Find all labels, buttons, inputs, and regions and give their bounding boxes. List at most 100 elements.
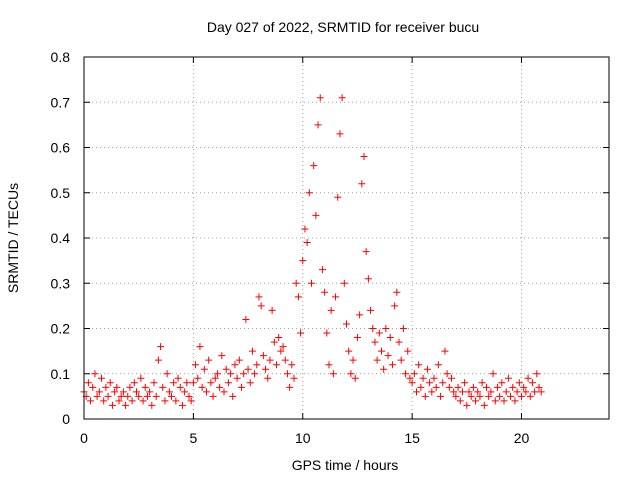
data-point — [185, 392, 193, 400]
y-tick-label: 0.5 — [51, 185, 71, 201]
data-point — [380, 365, 388, 373]
data-point — [115, 397, 123, 405]
data-point — [437, 392, 445, 400]
data-point — [200, 365, 208, 373]
data-point — [170, 379, 178, 387]
data-point — [117, 392, 125, 400]
data-point — [472, 397, 480, 405]
axis-ticks: 0 0.1 0.2 0.3 0.4 0.5 0.6 0.7 0.8 0 5 10 15 20 — [51, 49, 609, 446]
data-point — [434, 361, 442, 369]
data-point — [308, 279, 315, 287]
chart-title: Day 027 of 2022, SRMTID for receiver buc… — [207, 19, 479, 35]
data-point — [369, 325, 377, 332]
data-point — [150, 379, 158, 387]
x-tick-label: 20 — [514, 430, 530, 446]
data-point — [375, 329, 383, 337]
data-point — [480, 401, 488, 409]
data-point — [476, 392, 484, 400]
data-point — [415, 361, 423, 369]
data-point — [95, 388, 103, 396]
data-point — [148, 401, 156, 409]
data-point — [443, 370, 451, 378]
data-point — [528, 379, 536, 387]
data-point — [430, 374, 438, 382]
data-point — [535, 383, 543, 391]
data-point — [410, 370, 418, 378]
data-point — [367, 306, 375, 314]
data-point — [408, 379, 416, 387]
data-point — [406, 374, 414, 382]
data-point — [301, 225, 309, 233]
data-point — [294, 293, 302, 301]
data-point — [183, 379, 191, 387]
data-point — [292, 279, 300, 287]
data-point — [314, 121, 322, 129]
data-point — [211, 374, 219, 382]
data-point — [509, 383, 517, 391]
x-axis-label: GPS time / hours — [292, 457, 399, 473]
data-point — [213, 370, 221, 378]
data-point — [358, 180, 366, 188]
data-point — [487, 388, 495, 396]
data-point — [108, 401, 116, 409]
data-point — [187, 397, 195, 405]
data-point — [421, 392, 429, 400]
y-tick-label: 0.6 — [51, 140, 71, 156]
data-point — [393, 288, 401, 296]
data-point — [299, 257, 307, 265]
data-point — [224, 379, 232, 387]
data-point — [209, 392, 217, 400]
data-point — [373, 356, 381, 364]
data-point — [526, 392, 534, 400]
data-point — [255, 293, 263, 301]
data-point — [141, 383, 149, 391]
data-point — [378, 347, 385, 355]
data-point — [502, 388, 510, 396]
data-point — [207, 379, 215, 387]
data-point — [382, 325, 390, 332]
data-point — [439, 379, 447, 387]
data-point — [498, 379, 506, 387]
data-point — [220, 388, 228, 396]
data-point — [485, 392, 493, 400]
data-point — [318, 266, 326, 274]
data-point — [130, 379, 138, 387]
data-point — [242, 315, 250, 323]
x-tick-label: 15 — [404, 430, 420, 446]
data-point — [347, 370, 355, 378]
data-point — [518, 392, 525, 400]
data-point — [504, 374, 512, 382]
data-point — [135, 392, 143, 400]
data-point — [235, 356, 243, 364]
data-point — [102, 383, 110, 391]
data-point — [321, 288, 329, 296]
data-point — [356, 311, 364, 319]
y-tick-label: 0 — [62, 411, 70, 427]
data-point — [524, 374, 532, 382]
data-point — [413, 388, 420, 396]
data-point — [395, 338, 403, 346]
data-point — [493, 383, 501, 391]
data-point — [458, 388, 466, 396]
data-point — [452, 392, 460, 400]
data-point — [253, 361, 261, 369]
x-tick-label: 5 — [189, 430, 197, 446]
data-point — [205, 356, 213, 364]
data-point — [288, 361, 296, 369]
data-point — [351, 374, 359, 382]
data-point — [450, 388, 458, 396]
data-point — [262, 365, 270, 373]
data-point — [91, 370, 99, 378]
data-point — [364, 275, 372, 283]
data-point — [463, 401, 471, 409]
data-point — [334, 193, 342, 201]
data-point — [248, 347, 256, 355]
data-point — [522, 388, 530, 396]
data-point — [281, 356, 289, 364]
data-point — [104, 392, 112, 400]
data-point — [402, 370, 410, 378]
data-point — [533, 370, 541, 378]
data-point — [174, 374, 182, 382]
data-point — [531, 388, 539, 396]
